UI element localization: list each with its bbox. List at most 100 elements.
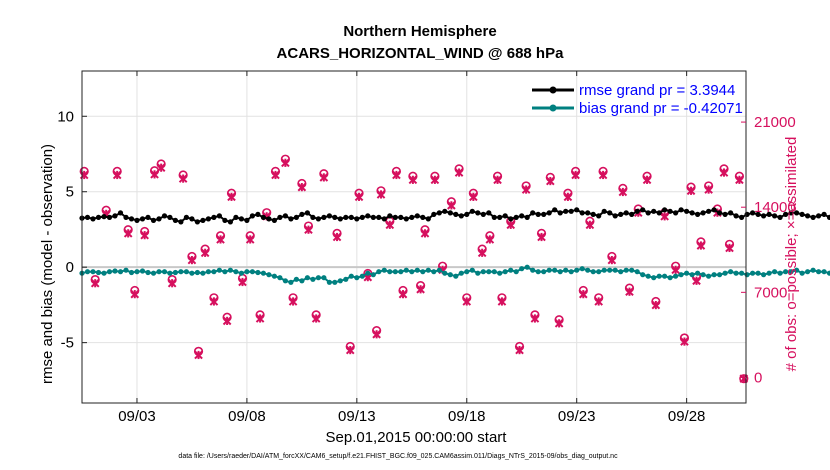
rmse-point — [359, 214, 365, 220]
assimilated-obs-point — [288, 297, 298, 306]
bias-point — [117, 269, 124, 275]
rmse-point — [739, 214, 745, 220]
rmse-point — [211, 214, 217, 220]
assimilated-obs-point — [704, 185, 713, 194]
rmse-point — [486, 210, 492, 216]
bias-point — [826, 270, 830, 276]
rmse-point — [546, 210, 552, 216]
assimilated-obs-point — [618, 187, 628, 197]
rmse-point — [128, 216, 135, 222]
y-tick-label: -5 — [61, 335, 74, 352]
rmse-point — [574, 207, 580, 213]
assimilated-obs-point — [625, 287, 634, 297]
rmse-point — [684, 208, 690, 214]
rmse-point — [497, 214, 503, 220]
assimilated-obs-point — [311, 314, 321, 323]
assimilated-obs-point — [416, 284, 425, 294]
bias-point — [821, 269, 827, 275]
bias-point — [546, 267, 552, 273]
bias-point — [123, 267, 129, 273]
assimilated-obs-point — [671, 265, 680, 275]
bias-point — [447, 272, 453, 278]
bias-point — [211, 269, 217, 275]
rmse-point — [134, 217, 140, 223]
rmse-point — [442, 208, 448, 214]
rmse-point — [348, 214, 354, 220]
bias-point — [343, 276, 349, 282]
bias-point — [222, 269, 228, 275]
assimilated-obs-point — [227, 192, 236, 202]
assimilated-obs-point — [680, 337, 689, 346]
assimilated-obs-point — [447, 201, 456, 210]
bias-point — [337, 278, 343, 284]
assimilated-obs-point — [281, 158, 290, 168]
bias-point — [634, 269, 640, 275]
rmse-point — [370, 214, 376, 220]
assimilated-obs-point — [332, 232, 342, 242]
assimilated-obs-point — [216, 235, 225, 244]
rmse-point — [491, 214, 497, 220]
bias-point — [172, 269, 178, 276]
rmse-point — [799, 211, 805, 217]
bias-point — [629, 267, 635, 273]
bias-point — [387, 269, 393, 275]
rmse-point — [590, 211, 596, 217]
rmse-point — [607, 210, 613, 216]
bias-point — [321, 275, 327, 281]
bias-point — [156, 269, 162, 275]
bias-point — [189, 270, 195, 276]
assimilated-obs-point — [156, 163, 166, 172]
rmse-point — [519, 213, 525, 219]
bias-point — [755, 270, 761, 276]
y-right-tick-label: 0 — [754, 369, 762, 386]
rmse-point — [502, 213, 508, 219]
assimilated-obs-point — [506, 220, 516, 230]
bias-point — [579, 266, 585, 272]
bias-point — [238, 270, 244, 276]
assimilated-obs-point — [719, 168, 729, 177]
bias-point — [557, 269, 563, 275]
bias-point — [271, 273, 277, 279]
bias-point — [282, 278, 288, 284]
assimilated-obs-point — [200, 248, 210, 258]
bias-point — [90, 269, 96, 275]
bias-point — [244, 269, 250, 275]
rmse-point — [315, 216, 321, 222]
bias-point — [502, 269, 508, 275]
assimilated-obs-point — [271, 170, 280, 180]
rmse-point — [277, 214, 283, 220]
rmse-point — [772, 213, 778, 219]
rmse-point — [123, 214, 129, 220]
y-right-tick-label: 14000 — [754, 199, 796, 216]
rmse-point — [816, 213, 822, 219]
rmse-point — [431, 211, 437, 217]
rmse-point — [810, 214, 816, 220]
rmse-point — [90, 216, 96, 222]
assimilated-obs-point — [372, 329, 381, 339]
assimilated-obs-point — [578, 289, 588, 299]
rmse-point — [541, 211, 547, 217]
bias-point — [106, 269, 113, 275]
rmse-point — [161, 213, 168, 219]
assimilated-obs-point — [521, 185, 531, 194]
rmse-point — [117, 210, 124, 216]
bias-point — [194, 269, 200, 276]
bias-point — [431, 269, 437, 275]
y-axis-right-label: # of obs: o=possible; ×=assimilated — [783, 137, 800, 372]
assimilated-obs-point — [696, 241, 706, 250]
bias-point — [491, 269, 497, 275]
rmse-point — [530, 210, 536, 216]
assimilated-obs-point — [238, 277, 247, 287]
assimilated-obs-point — [90, 278, 100, 288]
rmse-point — [326, 213, 332, 219]
bias-point — [354, 275, 360, 281]
bias-point — [255, 269, 261, 276]
rmse-point — [711, 207, 717, 213]
assimilated-obs-point — [598, 170, 608, 180]
bias-point — [794, 267, 800, 273]
bias-point — [348, 273, 354, 279]
rmse-point — [722, 211, 728, 217]
bias-point — [310, 276, 316, 282]
rmse-point — [623, 210, 629, 216]
bias-point — [497, 270, 503, 276]
